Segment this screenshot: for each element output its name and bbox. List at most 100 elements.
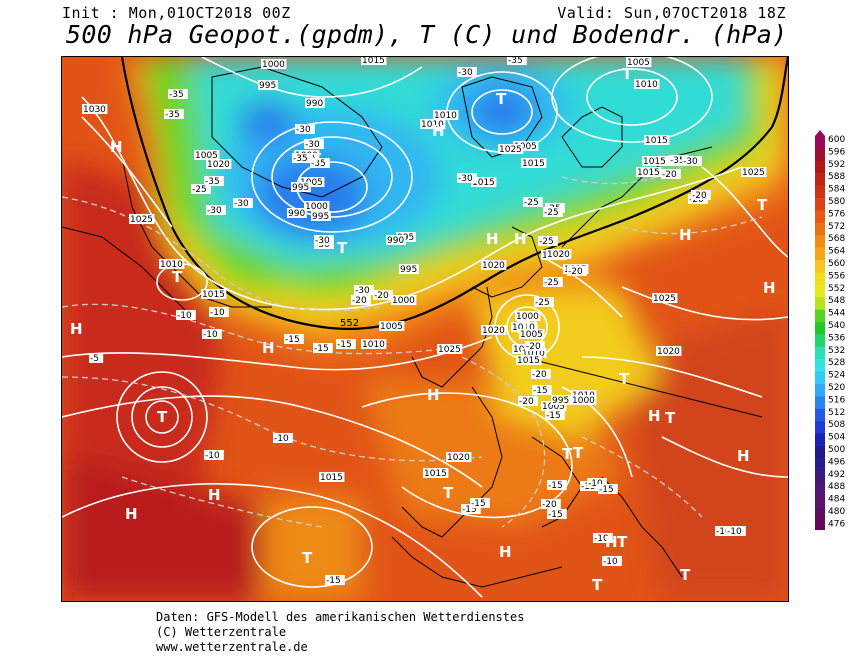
temperature-label: -25: [544, 208, 559, 218]
footer-data-source: Daten: GFS-Modell des amerikanischen Wet…: [156, 610, 525, 624]
legend-swatch: [815, 247, 825, 261]
temperature-label-bg: [593, 533, 613, 543]
legend-value: 524: [828, 371, 845, 381]
pressure-label-bg: [446, 452, 472, 462]
pressure-label: 1015: [522, 159, 545, 169]
weather-map: 1000101599599010301010100510001020102510…: [61, 56, 789, 602]
pressure-label: 1010: [635, 80, 658, 90]
temperature-labels: -35-35-30-35-30-30-35-35-30-25-35-30-30-…: [89, 57, 746, 586]
pressure-label-bg: [521, 158, 547, 168]
pressure-label-bg: [206, 159, 232, 169]
high-pressure-marker: H: [432, 122, 445, 140]
pressure-label-bg: [513, 141, 539, 151]
pressure-label: 1005: [520, 330, 543, 340]
pressure-label-bg: [498, 144, 524, 154]
temperature-label-bg: [602, 556, 622, 566]
pressure-label: 995: [312, 212, 329, 222]
temperature-label-bg: [567, 266, 587, 276]
legend-swatch: [815, 222, 825, 236]
pressure-label-bg: [541, 401, 567, 411]
temperature-label: -10: [588, 479, 603, 489]
temperature-label-bg: [691, 190, 711, 200]
temperature-label-bg: [176, 310, 196, 320]
pressure-label-bg: [437, 344, 463, 354]
temperature-label: -20: [526, 342, 541, 352]
pressure-label-bg: [571, 395, 597, 405]
valid-time: Valid: Sun,07OCT2018 18Z: [557, 4, 786, 22]
pressure-label: 1005: [542, 402, 565, 412]
temperature-label-bg: [206, 205, 226, 215]
pressure-label: 1015: [202, 290, 225, 300]
pressure-label: 1025: [130, 215, 153, 225]
temperature-label-bg: [457, 173, 477, 183]
pressure-label: 1005: [300, 178, 323, 188]
legend-swatch: [815, 371, 825, 385]
temperature-label: -25: [524, 198, 539, 208]
pressure-label: 1015: [517, 356, 540, 366]
legend-swatch: [815, 520, 825, 534]
pressure-label-bg: [159, 259, 185, 269]
temperature-label: -10: [716, 527, 731, 537]
legend-value: 540: [828, 321, 845, 331]
high-pressure-marker: H: [208, 486, 221, 504]
temperature-label-bg: [325, 575, 345, 585]
pressure-label: 1000: [516, 312, 539, 322]
pressure-label-bg: [304, 201, 330, 211]
legend-swatch: [815, 359, 825, 373]
low-pressure-marker: T: [496, 90, 507, 108]
pressure-label: 1025: [499, 145, 522, 155]
pressure-label: 1000: [305, 202, 328, 212]
pressure-label: 1020: [547, 250, 570, 260]
low-pressure-marker: T: [592, 576, 603, 594]
temperature-label-bg: [314, 235, 334, 245]
pressure-label-bg: [516, 355, 542, 365]
footer-url[interactable]: www.wetterzentrale.de: [156, 640, 308, 654]
footer-copyright: (C) Wetterzentrale: [156, 625, 287, 639]
pressure-label: 1020: [482, 326, 505, 336]
low-pressure-marker: T: [619, 370, 630, 388]
temperature-label: -35: [311, 159, 326, 169]
temperature-label: -10: [203, 330, 218, 340]
pressure-label-bg: [521, 348, 547, 358]
temperature-label: -15: [533, 386, 548, 396]
pressure-label: 1025: [653, 294, 676, 304]
temperature-label-bg: [89, 353, 104, 363]
legend-value: 500: [828, 445, 845, 455]
pressure-label-bg: [642, 156, 668, 166]
high-pressure-marker: H: [110, 138, 123, 156]
pressure-label-bg: [361, 57, 387, 65]
high-pressure-marker: H: [737, 447, 750, 465]
legend-swatch: [815, 433, 825, 447]
legend-value: 552: [828, 284, 845, 294]
pressure-label-bg: [386, 235, 406, 245]
temperature-label-bg: [457, 67, 477, 77]
temperature-label: -35: [508, 57, 523, 66]
temperature-label: -15: [548, 510, 563, 520]
pressure-label: 1015: [424, 469, 447, 479]
temperature-label-bg: [164, 109, 184, 119]
legend-swatch: [815, 160, 825, 174]
pressure-label: 1010: [362, 340, 385, 350]
legend-swatch: [815, 421, 825, 435]
legend-value: 528: [828, 358, 845, 368]
high-pressure-marker: H: [70, 320, 83, 338]
pressure-label: 995: [552, 396, 569, 406]
pressure-label-bg: [644, 135, 670, 145]
pressure-label: 995: [400, 265, 417, 275]
legend-swatch: [815, 235, 825, 249]
pressure-label-bg: [511, 322, 537, 332]
legend-value: 548: [828, 296, 845, 306]
map-title: 500 hPa Geopot.(gpdm), T (C) und Bodendr…: [66, 20, 788, 49]
legend-swatch: [815, 173, 825, 187]
temperature-label: -25: [535, 298, 550, 308]
legend-value: 504: [828, 433, 845, 443]
legend-swatch: [815, 470, 825, 484]
pressure-label: 1020: [657, 347, 680, 357]
pressure-label-bg: [420, 119, 446, 129]
legend-value: 600: [828, 135, 845, 145]
low-pressure-marker: T: [443, 484, 454, 502]
temperature-label-bg: [336, 339, 356, 349]
temperature-label-bg: [209, 307, 229, 317]
legend-value: 492: [828, 470, 845, 480]
